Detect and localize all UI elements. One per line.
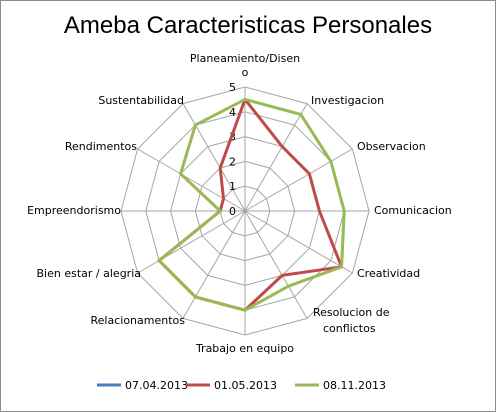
tick-label: 0 <box>229 205 236 218</box>
category-label: Comunicacion <box>374 204 452 217</box>
grid-spoke <box>244 210 353 274</box>
legend-label-1: 07.04.2013 <box>125 379 188 392</box>
grid-spoke <box>244 148 353 212</box>
legend-label-2: 01.05.2013 <box>214 379 277 392</box>
legend: 07.04.2013 01.05.2013 08.11.2013 <box>97 379 386 392</box>
grid-spoke <box>137 210 246 274</box>
chart-title: Ameba Caracteristicas Personales <box>63 12 433 39</box>
legend-label-3: 08.11.2013 <box>323 379 386 392</box>
category-labels: Planeamiento/Disen o Investigacion Observac… <box>27 52 452 355</box>
grid-spoke <box>244 210 308 319</box>
category-label: Observacion <box>357 140 426 153</box>
radar-grid <box>120 86 370 336</box>
category-label: Sustentabilidad <box>98 94 184 107</box>
category-label: Relacionamentos <box>91 314 186 327</box>
tick-label: 5 <box>229 81 236 94</box>
category-label: Trabajo en equipo <box>195 342 294 355</box>
grid-spoke <box>137 148 246 212</box>
radar-series <box>157 97 346 312</box>
series-line-2 <box>157 97 344 312</box>
category-label: Resolucion de conflictos <box>313 306 390 335</box>
grid-spoke <box>244 103 308 212</box>
category-label: Planeamiento/Disen o <box>190 52 300 79</box>
category-label: Creatividad <box>357 267 420 280</box>
category-label: Investigacion <box>311 94 384 107</box>
series-line-3 <box>157 97 346 312</box>
grid-spoke <box>182 210 246 319</box>
tick-label: 1 <box>229 180 236 193</box>
grid-spoke <box>182 103 246 212</box>
category-label: Rendimentos <box>65 140 137 153</box>
tick-label: 2 <box>229 155 236 168</box>
category-label: Empreendorismo <box>27 204 121 217</box>
category-label: Bien estar / alegria <box>37 267 141 280</box>
tick-label: 4 <box>229 106 236 119</box>
